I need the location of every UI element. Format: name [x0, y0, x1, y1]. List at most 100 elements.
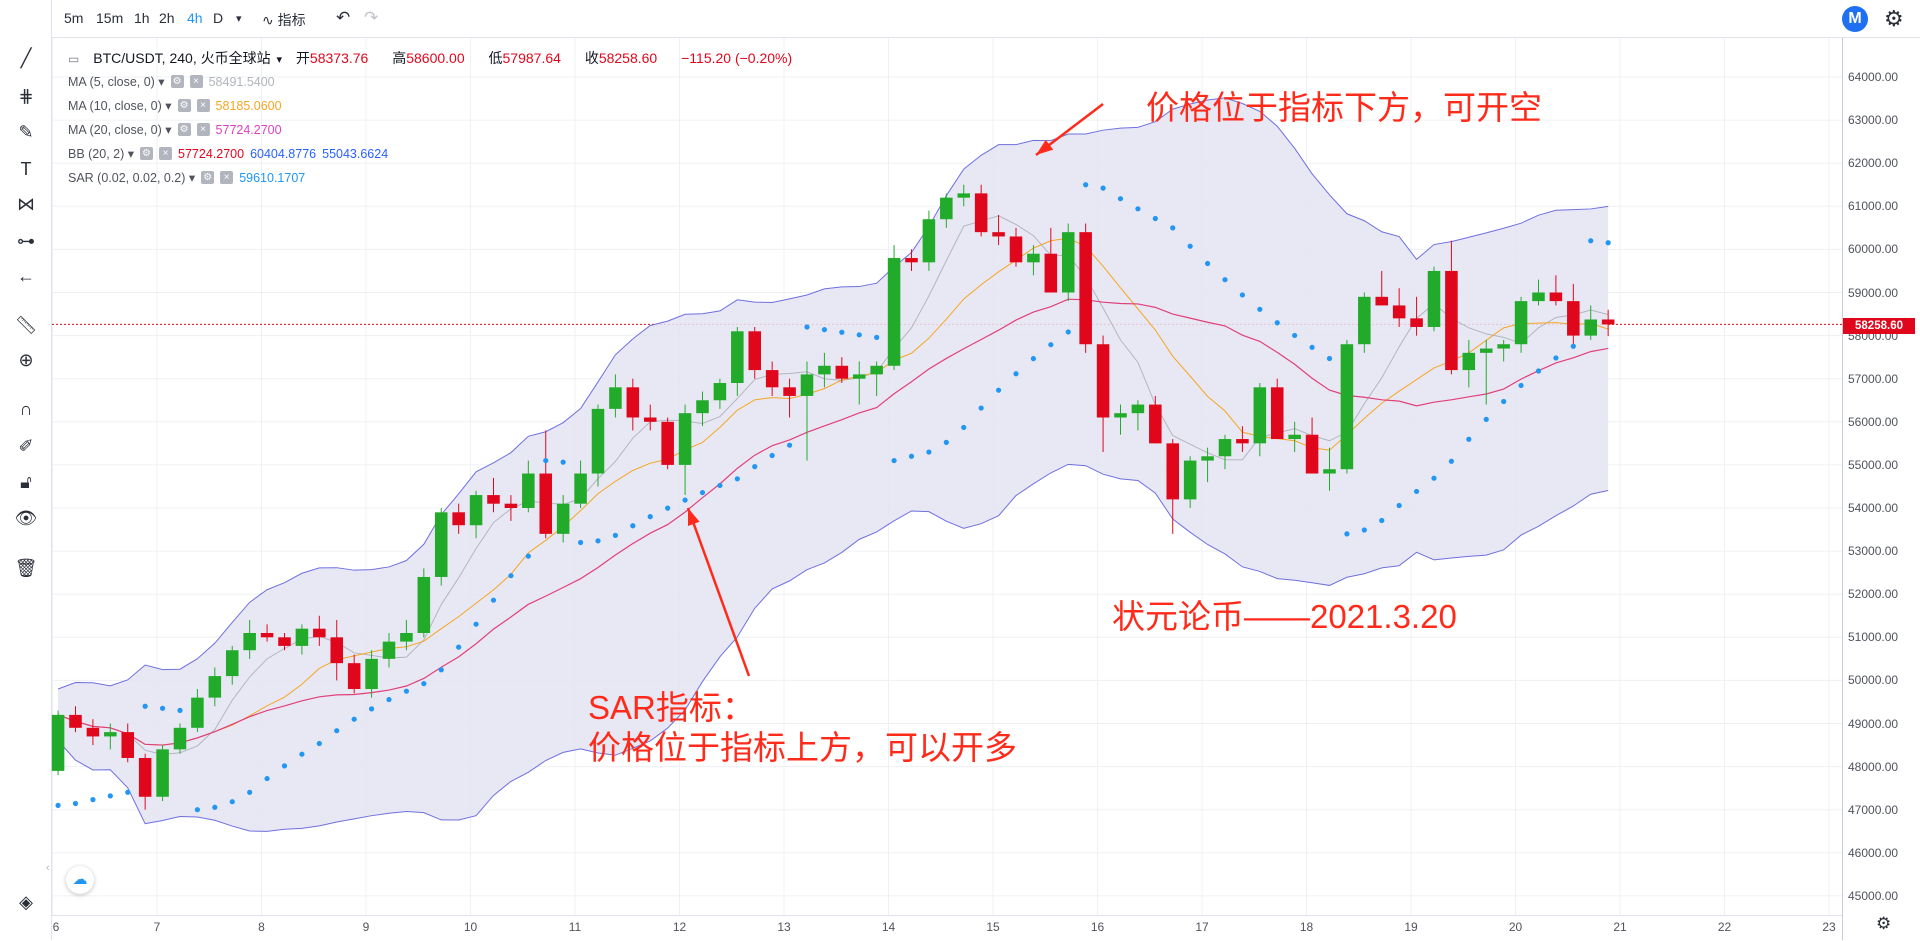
collapse-legend-icon[interactable]: ▭ [68, 52, 80, 66]
candle-body [765, 370, 779, 388]
indicator-remove-icon[interactable]: × [159, 147, 173, 160]
indicator-remove-icon[interactable]: × [189, 75, 203, 88]
symbol-name[interactable]: BTC/USDT, 240, 火币全球站 [93, 50, 271, 66]
candle [1009, 227, 1023, 267]
back-arrow-icon[interactable]: ← [17, 265, 35, 286]
candle [905, 249, 918, 271]
annotation-top: 价格位于指标下方，可开空 [1146, 89, 1542, 126]
candle [295, 624, 309, 655]
magnet-icon[interactable]: ∩ [19, 398, 33, 419]
indicator-settings-icon[interactable]: ⚙ [201, 171, 215, 184]
interval-15m[interactable]: 15m [96, 10, 124, 26]
axis-settings-icon[interactable]: ⚙ [1876, 914, 1892, 933]
candle-body [243, 632, 256, 651]
candle [609, 374, 622, 418]
layers-icon[interactable]: ◈ [19, 891, 33, 912]
sar-dot [752, 464, 758, 470]
sar-dot [1605, 240, 1611, 246]
sar-dot [874, 334, 880, 340]
candle-body [330, 637, 344, 664]
annotation-bottom-line2: 价格位于指标上方，可以开多 [588, 729, 1017, 766]
prediction-tool-icon[interactable]: ⊶ [17, 230, 35, 251]
sar-dot [577, 539, 584, 546]
lock-drawing-icon[interactable]: ✐ [18, 435, 34, 456]
candle-body [556, 503, 570, 534]
candle-body [1044, 253, 1058, 293]
sar-dots [55, 182, 1611, 813]
indicator-name[interactable]: SAR (0.02, 0.02, 0.2) ▾ [68, 171, 196, 185]
sar-dot [247, 789, 253, 795]
candle-body [1253, 387, 1267, 444]
interval-d[interactable]: D [213, 10, 224, 26]
indicator-settings-icon[interactable]: ⚙ [177, 99, 191, 112]
tradingview-logo-icon[interactable]: ☁ [66, 866, 94, 894]
interval-2h[interactable]: 2h [159, 10, 175, 26]
ruler-icon[interactable]: 📏︎ [14, 314, 38, 335]
annotation-arrow-line [1035, 103, 1104, 156]
ma5-line [57, 215, 1609, 756]
candle [313, 615, 326, 646]
indicator-settings-icon[interactable]: ⚙ [170, 75, 184, 88]
candle [191, 689, 204, 733]
indicator-settings-icon[interactable]: ⚙ [140, 147, 154, 160]
candle-body [678, 413, 692, 465]
indicator-name[interactable]: MA (20, close, 0) ▾ [68, 123, 172, 137]
candle-body [1532, 292, 1545, 302]
fib-tools-icon[interactable]: ⋕ [18, 85, 34, 106]
indicator-remove-icon[interactable]: × [196, 99, 210, 112]
indicator-row[interactable]: BB (20, 2) ▾ ⚙ × 57724.2700 60404.8776 55043.… [68, 146, 388, 162]
bb-fill [58, 97, 1609, 832]
zoom-in-icon[interactable]: ⊕ [18, 349, 34, 370]
interval-5m[interactable]: 5m [64, 10, 84, 26]
candle-body [208, 676, 222, 698]
indicator-row[interactable]: MA (5, close, 0) ▾ ⚙ × 58491.5400 [68, 74, 275, 90]
interval-4h[interactable]: 4h [187, 10, 203, 26]
eye-visibility-icon[interactable]: 👁︎ [14, 507, 38, 528]
text-tool-icon[interactable]: T [20, 158, 32, 179]
indicator-name[interactable]: MA (10, close, 0) ▾ [68, 99, 172, 113]
trend-line-icon[interactable]: ╱ [20, 47, 32, 68]
trash-icon[interactable]: 🗑︎ [14, 557, 38, 578]
indicators-button[interactable]: ∿ 指标 [262, 10, 306, 30]
symbol-dropdown-icon[interactable]: ▾ [276, 54, 283, 66]
candle-body [1497, 344, 1510, 349]
indicator-settings-icon[interactable]: ⚙ [177, 123, 191, 136]
candle [278, 632, 291, 651]
candle-body [1096, 344, 1110, 418]
sar-dot [72, 800, 79, 807]
time-axis[interactable] [52, 915, 1842, 941]
pattern-tool-icon[interactable]: ⋈ [17, 193, 35, 214]
sar-dot [1274, 320, 1280, 326]
indicator-row[interactable]: SAR (0.02, 0.02, 0.2) ▾ ⚙ × 59610.1707 [68, 170, 305, 186]
candle [1305, 417, 1319, 474]
undo-icon[interactable]: ↶ [336, 8, 351, 27]
sar-dot [1344, 531, 1350, 537]
annotation-arrow-head [1036, 139, 1054, 155]
candle [260, 624, 274, 642]
indicator-row[interactable]: MA (20, close, 0) ▾ ⚙ × 57724.2700 [68, 122, 282, 138]
price-tick-label: 63000.00 [1848, 113, 1899, 128]
redo-icon[interactable]: ↷ [364, 8, 379, 27]
interval-1h[interactable]: 1h [134, 10, 150, 26]
brand-logo-icon[interactable]: M [1842, 6, 1868, 32]
brush-icon[interactable]: ✎ [18, 121, 34, 142]
candle [1410, 296, 1423, 336]
indicator-name[interactable]: MA (5, close, 0) ▾ [68, 75, 165, 89]
collapse-panel-icon[interactable]: ‹ [46, 862, 50, 874]
sar-dot [142, 703, 148, 709]
ohlc-low: 低57987.64 [488, 50, 561, 66]
price-axis[interactable] [1842, 38, 1920, 940]
settings-gear-icon[interactable]: ⚙ [1884, 6, 1904, 31]
indicator-remove-icon[interactable]: × [196, 123, 210, 136]
sar-dot [821, 327, 828, 333]
candle [1479, 339, 1493, 405]
sar-dot [543, 457, 549, 464]
indicator-name[interactable]: BB (20, 2) ▾ [68, 147, 135, 161]
candle [225, 645, 239, 685]
indicator-remove-icon[interactable]: × [220, 171, 234, 184]
interval-dropdown-icon[interactable]: ▾ [236, 13, 242, 25]
candle [1584, 305, 1598, 340]
indicator-row[interactable]: MA (10, close, 0) ▾ ⚙ × 58185.0600 [68, 98, 282, 114]
unlock-icon[interactable]: 🔓︎ [20, 471, 32, 492]
